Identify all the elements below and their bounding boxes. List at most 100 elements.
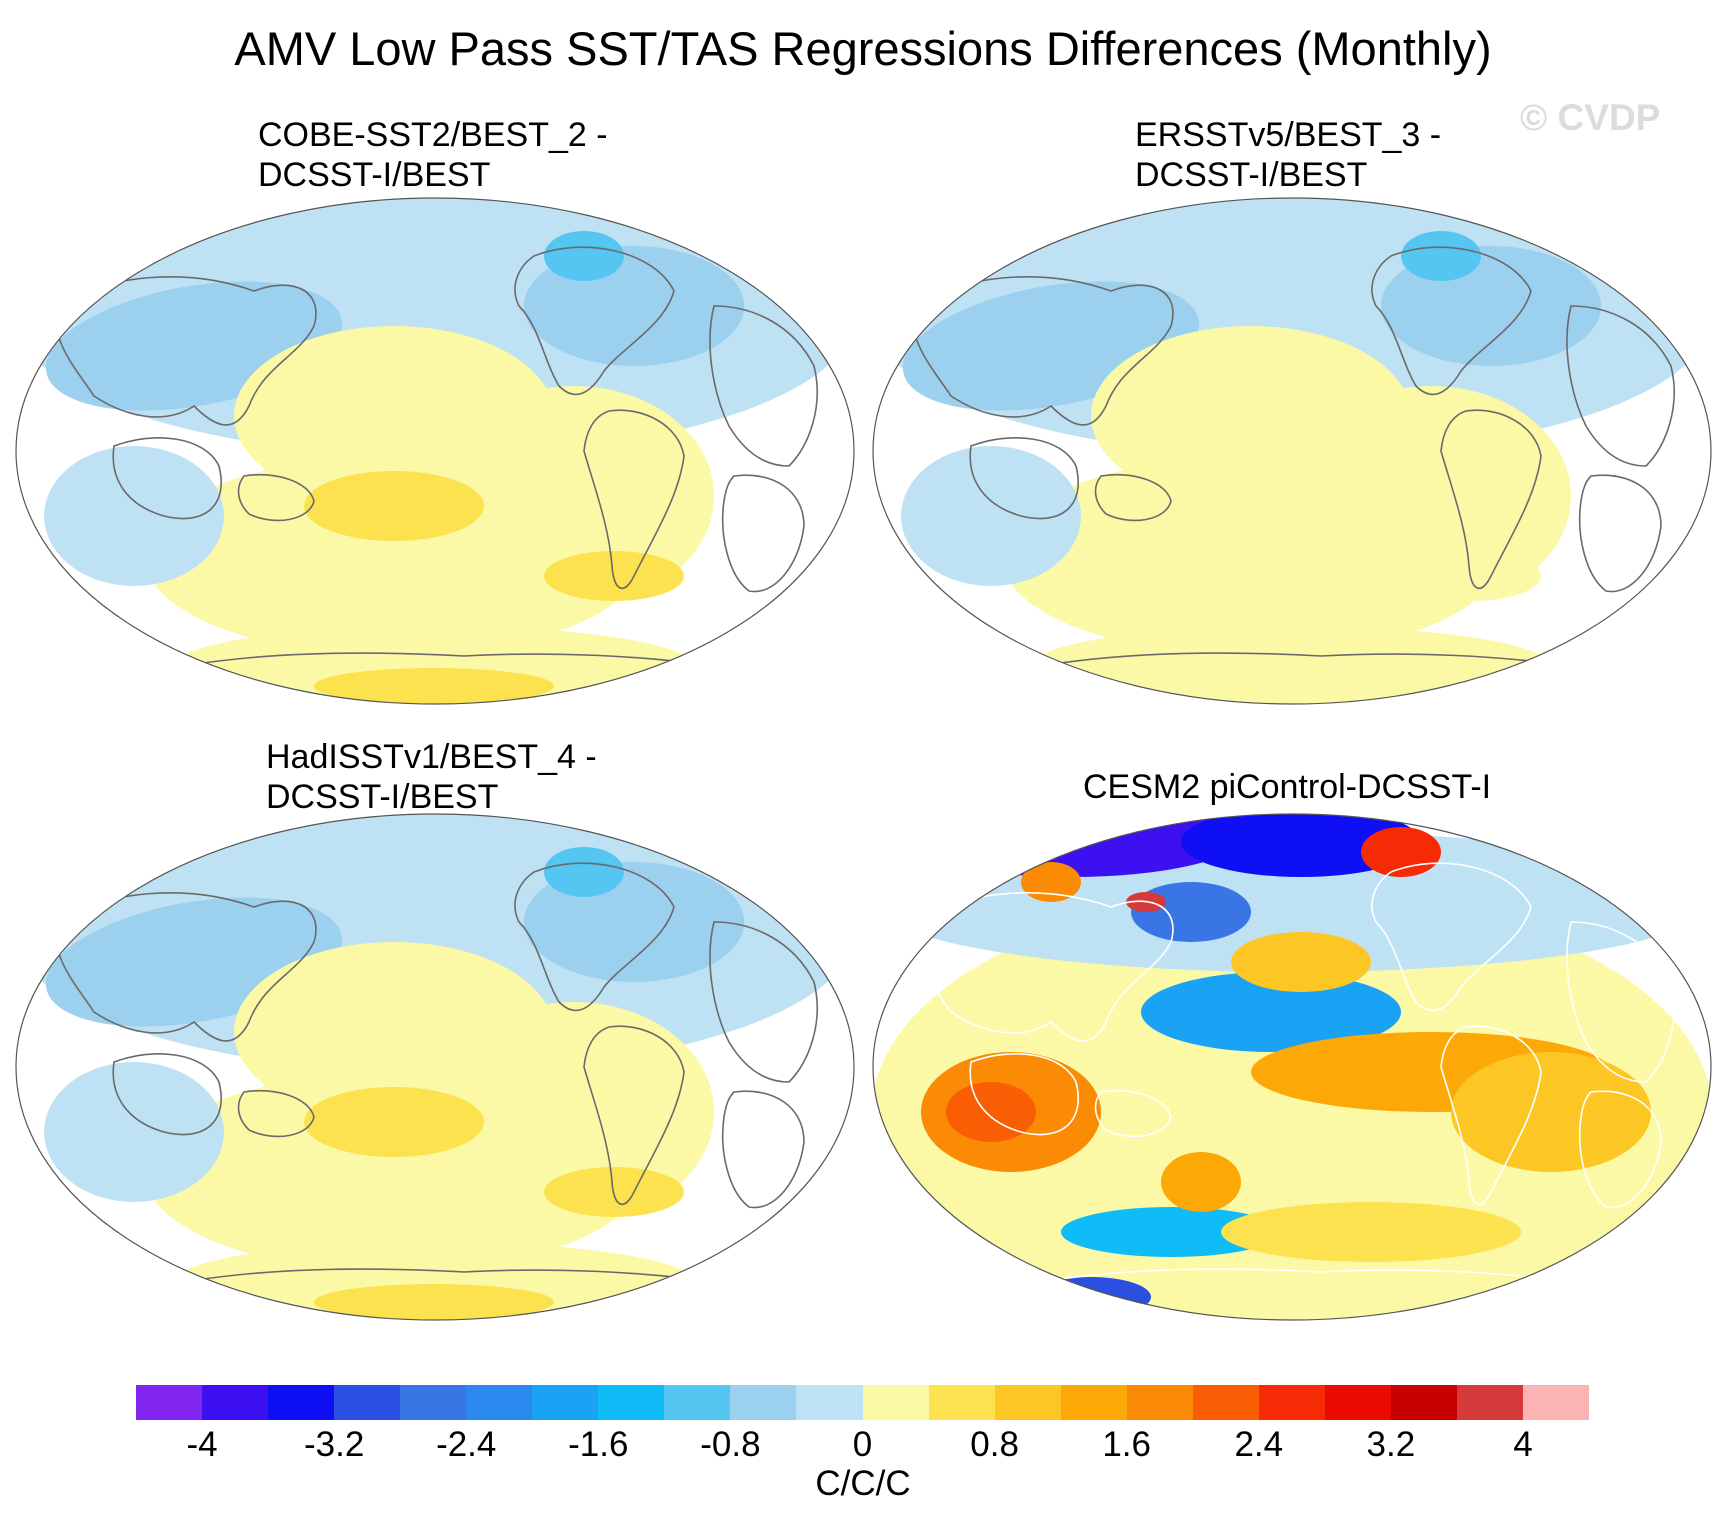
colorbar-swatch bbox=[796, 1385, 863, 1420]
contour-region bbox=[1141, 972, 1401, 1052]
map-panel-cobe-sst2 bbox=[15, 197, 855, 705]
colorbar-swatch bbox=[1522, 1385, 1590, 1420]
coastline bbox=[721, 474, 805, 593]
coastline bbox=[514, 246, 675, 396]
map-border bbox=[15, 197, 855, 705]
coastline bbox=[53, 276, 317, 426]
contour-region bbox=[44, 1062, 224, 1202]
contour-region bbox=[1001, 456, 1501, 656]
coastline bbox=[709, 921, 818, 1083]
cvdp-watermark: © CVDP bbox=[1520, 97, 1661, 138]
coastline bbox=[969, 437, 1079, 520]
contour-region bbox=[1171, 668, 1411, 704]
contour-region bbox=[544, 231, 624, 281]
coastline bbox=[969, 1053, 1079, 1136]
colorbar-tick-label: 0.8 bbox=[970, 1425, 1019, 1464]
colorbar-tick-label: -4 bbox=[186, 1425, 218, 1464]
colorbar-tick-label: -0.8 bbox=[700, 1425, 761, 1464]
panel-3-title-line2: DCSST-I/BEST bbox=[266, 778, 499, 816]
coastline bbox=[112, 437, 222, 520]
contour-region bbox=[1031, 1277, 1151, 1317]
contour-region bbox=[1361, 827, 1441, 877]
coastline bbox=[514, 862, 675, 1012]
contour-region bbox=[1181, 814, 1421, 877]
coastline bbox=[910, 892, 1174, 1042]
colorbar-swatch bbox=[862, 1385, 929, 1420]
contour-region bbox=[1161, 1152, 1241, 1212]
colorbar-tick-label: 4 bbox=[1513, 1425, 1533, 1464]
coastline bbox=[237, 473, 315, 522]
colorbar-swatch bbox=[928, 1385, 995, 1420]
colorbar-tick-label: 1.6 bbox=[1102, 1425, 1151, 1464]
panel-1-title: COBE-SST2/BEST_2 - DCSST-I/BEST bbox=[258, 115, 608, 195]
contour-region bbox=[144, 456, 644, 656]
coastline bbox=[53, 892, 317, 1042]
contour-region bbox=[946, 1082, 1036, 1142]
colorbar-tick-label: 0 bbox=[852, 1425, 873, 1464]
panel-3-title-line1: HadISSTv1/BEST_4 - bbox=[266, 738, 597, 776]
figure-title: AMV Low Pass SST/TAS Regressions Differe… bbox=[234, 22, 1492, 75]
colorbar-tick-label: 3.2 bbox=[1366, 1425, 1416, 1464]
coastline bbox=[1578, 474, 1662, 593]
map-panel-hadisstv1 bbox=[15, 813, 855, 1321]
coastline bbox=[709, 305, 818, 467]
colorbar-swatch bbox=[1258, 1385, 1325, 1420]
colorbar-tick-label: -3.2 bbox=[303, 1425, 365, 1464]
coastline bbox=[112, 1053, 222, 1136]
coastline bbox=[1440, 1025, 1542, 1206]
colorbar-swatch bbox=[334, 1385, 401, 1420]
colorbar-swatch bbox=[1324, 1385, 1391, 1420]
panel-4-title: CESM2 piControl-DCSST-I bbox=[1083, 767, 1491, 807]
coastline bbox=[1094, 473, 1172, 522]
colorbar-tick-label: 2.4 bbox=[1234, 1425, 1284, 1464]
map-border bbox=[872, 813, 1712, 1321]
contour-region bbox=[304, 471, 484, 541]
colorbar-tick-label: -2.4 bbox=[436, 1425, 497, 1464]
colorbar-swatch bbox=[268, 1385, 335, 1420]
colorbar-swatch bbox=[136, 1385, 203, 1420]
contour-region bbox=[1231, 932, 1371, 992]
colorbar-swatch bbox=[400, 1385, 467, 1420]
colorbar-swatch bbox=[202, 1385, 269, 1420]
contour-region bbox=[1221, 1202, 1521, 1262]
colorbar-swatch bbox=[532, 1385, 599, 1420]
contour-region bbox=[901, 446, 1081, 586]
contour-region bbox=[314, 668, 554, 704]
contour-region bbox=[304, 1087, 484, 1157]
colorbar-swatch bbox=[994, 1385, 1061, 1420]
contour-region bbox=[1061, 1207, 1281, 1257]
colorbar-swatch bbox=[730, 1385, 797, 1420]
coastline bbox=[1094, 1089, 1172, 1138]
colorbar-swatch bbox=[466, 1385, 533, 1420]
colorbar-units-label: C/C/C bbox=[815, 1464, 911, 1503]
coastline bbox=[583, 409, 685, 590]
coastline bbox=[1371, 246, 1532, 396]
colorbar-swatch bbox=[664, 1385, 731, 1420]
contour-region bbox=[44, 446, 224, 586]
contour-region bbox=[1021, 862, 1081, 902]
map-border bbox=[15, 813, 855, 1321]
coastline bbox=[1578, 1090, 1662, 1209]
colorbar-tick-label: -1.6 bbox=[568, 1425, 629, 1464]
map-panel-cesm2-picontrol bbox=[872, 813, 1712, 1321]
coastline bbox=[237, 1089, 315, 1138]
colorbar-swatch bbox=[598, 1385, 665, 1420]
contour-region bbox=[174, 1242, 694, 1320]
panel-4-title-line1: CESM2 piControl-DCSST-I bbox=[1083, 768, 1492, 806]
coastline bbox=[1371, 862, 1532, 1012]
contour-region bbox=[1131, 882, 1251, 942]
contour-region bbox=[1161, 471, 1341, 541]
contour-region bbox=[174, 626, 694, 704]
colorbar-swatch bbox=[1456, 1385, 1523, 1420]
panel-1-title-line1: COBE-SST2/BEST_2 - bbox=[258, 116, 608, 154]
contour-region bbox=[1451, 1052, 1651, 1172]
colorbar bbox=[136, 1385, 1590, 1420]
colorbar-swatch bbox=[1126, 1385, 1193, 1420]
contour-region bbox=[144, 1072, 644, 1272]
panel-3-title: HadISSTv1/BEST_4 - DCSST-I/BEST bbox=[266, 737, 597, 817]
coastline bbox=[910, 276, 1174, 426]
panel-2-title: ERSSTv5/BEST_3 - DCSST-I/BEST bbox=[1135, 115, 1441, 195]
contour-region bbox=[544, 847, 624, 897]
coastline bbox=[721, 1090, 805, 1209]
colorbar-swatch bbox=[1060, 1385, 1127, 1420]
